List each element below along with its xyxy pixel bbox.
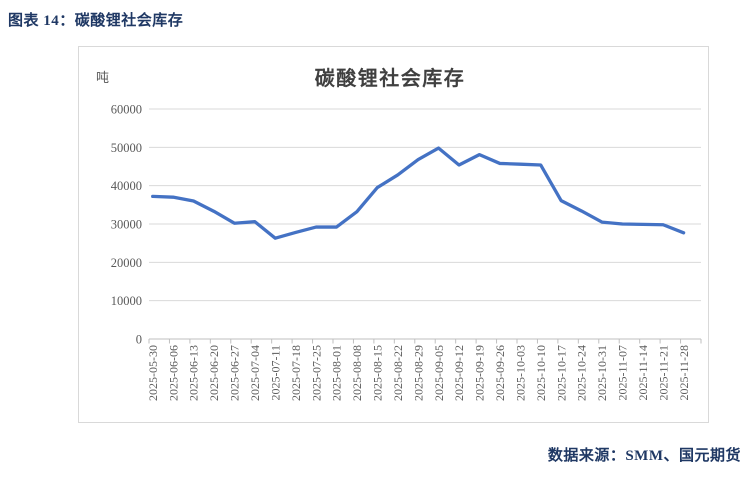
- axes: [148, 338, 702, 344]
- chart-frame: 0 10000 20000 30000 40000 50000 60000 2025-05-3…: [78, 46, 709, 423]
- x-axis-tick-label: 2025-08-01: [330, 345, 344, 401]
- y-axis-tick-label: 60000: [111, 103, 142, 117]
- y-axis-unit-label: 吨: [96, 70, 109, 85]
- x-axis-tick-label: 2025-06-20: [207, 345, 221, 401]
- y-axis-tick-label: 10000: [111, 294, 142, 308]
- x-axis-tick-label: 2025-09-05: [432, 345, 446, 401]
- gridlines: [149, 108, 701, 302]
- x-axis-tick-label: 2025-07-11: [268, 345, 282, 401]
- y-axis-tick-label: 30000: [111, 218, 142, 232]
- x-axis-tick-label: 2025-06-13: [187, 345, 201, 401]
- x-axis-tick-label: 2025-09-19: [473, 345, 487, 401]
- y-axis-tick-label: 0: [136, 333, 142, 347]
- chart-title: 碳酸锂社会库存: [315, 66, 466, 90]
- x-axis-tick-label: 2025-10-10: [534, 345, 548, 401]
- x-axis-tick-label: 2025-11-28: [677, 345, 691, 401]
- figure-caption: 图表 14：碳酸锂社会库存: [8, 13, 184, 29]
- x-axis-tick-label: 2025-07-18: [289, 345, 303, 401]
- x-axis-tick-label: 2025-10-17: [554, 345, 568, 401]
- x-axis-tick-label: 2025-05-30: [146, 345, 160, 401]
- x-axis-tick-label: 2025-09-12: [452, 345, 466, 401]
- x-axis-tick-label: 2025-06-06: [166, 345, 180, 401]
- x-axis-tick-label: 2025-08-22: [391, 345, 405, 401]
- x-axis-tick-label: 2025-11-07: [616, 345, 630, 401]
- x-axis-tick-label: 2025-11-21: [656, 345, 670, 401]
- x-axis-tick-label: 2025-07-04: [248, 345, 262, 401]
- x-axis-tick-label: 2025-10-31: [595, 345, 609, 401]
- y-axis-tick-label: 40000: [111, 179, 142, 193]
- inventory-line-chart: 0 10000 20000 30000 40000 50000 60000 2025-05-3…: [96, 66, 702, 402]
- series-line: [151, 146, 686, 240]
- axis-labels: 0 10000 20000 30000 40000 50000 60000 2025-05-3…: [111, 103, 691, 402]
- data-source: 数据来源：SMM、国元期货: [547, 448, 741, 464]
- x-axis-tick-label: 2025-11-14: [636, 345, 650, 401]
- x-axis-tick-label: 2025-08-08: [350, 345, 364, 401]
- x-axis-tick-label: 2025-08-15: [371, 345, 385, 401]
- x-axis-tick-label: 2025-10-03: [513, 345, 527, 401]
- x-axis-tick-label: 2025-10-24: [575, 345, 589, 401]
- x-axis-tick-label: 2025-06-27: [228, 345, 242, 401]
- x-axis-tick-label: 2025-08-29: [411, 345, 425, 401]
- y-axis-tick-label: 50000: [111, 141, 142, 155]
- x-axis-tick-label: 2025-07-25: [309, 345, 323, 401]
- y-axis-tick-label: 20000: [111, 256, 142, 270]
- series-lines: [151, 146, 686, 240]
- x-axis-tick-label: 2025-09-26: [493, 345, 507, 401]
